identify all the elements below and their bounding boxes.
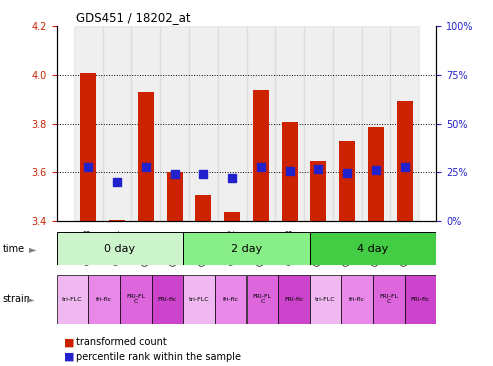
Bar bbox=[390, 26, 419, 221]
Bar bbox=[132, 26, 160, 221]
Bar bbox=[310, 274, 341, 324]
Text: tri-FLC: tri-FLC bbox=[315, 297, 336, 302]
Bar bbox=[57, 274, 88, 324]
Text: 0 day: 0 day bbox=[105, 244, 136, 254]
Bar bbox=[246, 26, 275, 221]
Point bbox=[401, 164, 409, 169]
Text: time: time bbox=[2, 244, 25, 254]
Bar bbox=[215, 274, 246, 324]
Text: tri-FLC: tri-FLC bbox=[189, 297, 210, 302]
Bar bbox=[278, 274, 310, 324]
Text: transformed count: transformed count bbox=[76, 337, 167, 347]
Bar bbox=[120, 274, 152, 324]
Bar bbox=[218, 26, 246, 221]
Bar bbox=[368, 127, 384, 221]
Text: ■: ■ bbox=[64, 352, 74, 362]
Text: fri-flc: fri-flc bbox=[223, 297, 239, 302]
Bar bbox=[310, 232, 436, 265]
Bar bbox=[183, 232, 310, 265]
Bar bbox=[138, 92, 154, 221]
Bar bbox=[103, 26, 132, 221]
Point bbox=[372, 167, 380, 172]
Bar bbox=[282, 122, 298, 221]
Text: fri-flc: fri-flc bbox=[349, 297, 365, 302]
Bar bbox=[361, 26, 390, 221]
Bar bbox=[339, 141, 355, 221]
Text: FRI-flc: FRI-flc bbox=[284, 297, 304, 302]
Point bbox=[343, 171, 351, 176]
Point bbox=[171, 172, 178, 178]
Text: FRI-FL
C: FRI-FL C bbox=[126, 294, 145, 305]
Bar bbox=[195, 194, 211, 221]
Text: strain: strain bbox=[2, 294, 31, 304]
Text: tri-FLC: tri-FLC bbox=[62, 297, 83, 302]
Point bbox=[286, 168, 294, 173]
Bar bbox=[253, 90, 269, 221]
Text: ■: ■ bbox=[64, 337, 74, 347]
Bar bbox=[341, 274, 373, 324]
Bar bbox=[275, 26, 304, 221]
Bar bbox=[160, 26, 189, 221]
Bar bbox=[88, 274, 120, 324]
Text: FRI-flc: FRI-flc bbox=[158, 297, 177, 302]
Bar bbox=[405, 274, 436, 324]
Point bbox=[228, 175, 236, 181]
Bar bbox=[183, 274, 215, 324]
Bar bbox=[167, 172, 182, 221]
Bar bbox=[74, 26, 103, 221]
Bar bbox=[373, 274, 405, 324]
Text: ►: ► bbox=[29, 244, 36, 254]
Bar bbox=[189, 26, 218, 221]
Text: 4 day: 4 day bbox=[357, 244, 388, 254]
Bar bbox=[304, 26, 333, 221]
Bar bbox=[224, 212, 240, 221]
Bar bbox=[333, 26, 361, 221]
Bar bbox=[152, 274, 183, 324]
Bar bbox=[57, 232, 183, 265]
Point bbox=[315, 166, 322, 172]
Point bbox=[142, 164, 150, 169]
Text: fri-flc: fri-flc bbox=[96, 297, 112, 302]
Point bbox=[257, 164, 265, 169]
Bar bbox=[311, 161, 326, 221]
Text: FRI-FL
C: FRI-FL C bbox=[379, 294, 398, 305]
Text: percentile rank within the sample: percentile rank within the sample bbox=[76, 352, 242, 362]
Text: FRI-FL
C: FRI-FL C bbox=[253, 294, 272, 305]
Text: GDS451 / 18202_at: GDS451 / 18202_at bbox=[76, 11, 190, 25]
Point bbox=[113, 179, 121, 185]
Bar bbox=[109, 220, 125, 221]
Bar bbox=[246, 274, 278, 324]
Text: FRI-flc: FRI-flc bbox=[411, 297, 430, 302]
Text: 2 day: 2 day bbox=[231, 244, 262, 254]
Point bbox=[199, 172, 208, 178]
Bar bbox=[80, 73, 96, 221]
Bar bbox=[397, 101, 413, 221]
Point bbox=[84, 164, 92, 169]
Text: ►: ► bbox=[27, 294, 35, 304]
